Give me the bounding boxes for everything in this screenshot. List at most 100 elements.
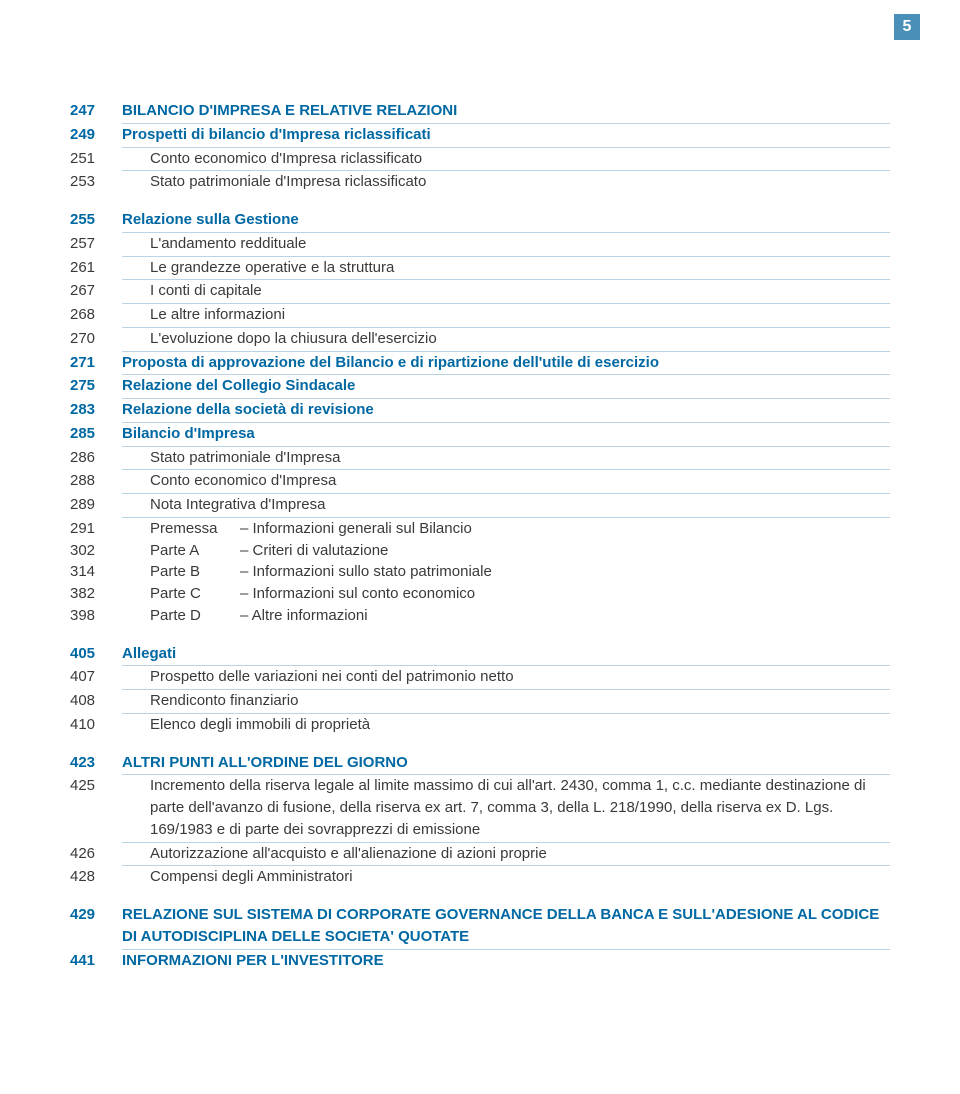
toc-label: Parte D– Altre informazioni	[122, 605, 890, 627]
toc-row: 428Compensi degli Amministratori	[70, 866, 890, 888]
toc-row: 285Bilancio d'Impresa	[70, 423, 890, 447]
toc-parte-label: Parte D	[150, 605, 240, 627]
toc-label: Parte B– Informazioni sullo stato patrim…	[122, 561, 890, 583]
toc-page-number: 428	[70, 866, 122, 888]
toc-page-number: 441	[70, 950, 122, 972]
page-number-badge: 5	[894, 14, 920, 40]
toc-page-number: 288	[70, 470, 122, 492]
toc-page-number: 429	[70, 904, 122, 926]
toc-row: 283Relazione della società di revisione	[70, 399, 890, 423]
toc-row: 398Parte D– Altre informazioni	[70, 605, 890, 627]
toc-row: 286Stato patrimoniale d'Impresa	[70, 447, 890, 471]
toc-parte-label: Parte C	[150, 583, 240, 605]
toc-row: 410Elenco degli immobili di proprietà	[70, 714, 890, 736]
toc-row: 426Autorizzazione all'acquisto e all'ali…	[70, 843, 890, 867]
toc-label: Prospetto delle variazioni nei conti del…	[122, 666, 890, 690]
toc-row: 429RELAZIONE SUL SISTEMA DI CORPORATE GO…	[70, 904, 890, 950]
toc-row: 257L'andamento reddituale	[70, 233, 890, 257]
toc-row: 423ALTRI PUNTI ALL'ORDINE DEL GIORNO	[70, 752, 890, 776]
toc-page-number: 382	[70, 583, 122, 605]
toc-page-number: 283	[70, 399, 122, 421]
table-of-contents: 247BILANCIO D'IMPRESA E RELATIVE RELAZIO…	[70, 100, 890, 971]
toc-page-number: 247	[70, 100, 122, 122]
toc-row: 302Parte A– Criteri di valutazione	[70, 540, 890, 562]
toc-label: L'evoluzione dopo la chiusura dell'eserc…	[122, 328, 890, 352]
toc-label: Compensi degli Amministratori	[122, 866, 890, 888]
toc-label: Allegati	[122, 643, 890, 667]
toc-row: 425Incremento della riserva legale al li…	[70, 775, 890, 842]
toc-row: 247BILANCIO D'IMPRESA E RELATIVE RELAZIO…	[70, 100, 890, 124]
toc-page-number: 408	[70, 690, 122, 712]
toc-label: Parte A– Criteri di valutazione	[122, 540, 890, 562]
toc-parte-label: Parte B	[150, 561, 240, 583]
toc-label: L'andamento reddituale	[122, 233, 890, 257]
toc-page-number: 271	[70, 352, 122, 374]
toc-parte-label: Premessa	[150, 518, 240, 540]
toc-row: 405Allegati	[70, 643, 890, 667]
toc-label: Le grandezze operative e la struttura	[122, 257, 890, 281]
toc-section: 405Allegati407Prospetto delle variazioni…	[70, 643, 890, 736]
toc-row: 275Relazione del Collegio Sindacale	[70, 375, 890, 399]
toc-row: 407Prospetto delle variazioni nei conti …	[70, 666, 890, 690]
toc-section: 247BILANCIO D'IMPRESA E RELATIVE RELAZIO…	[70, 100, 890, 193]
toc-row: 261Le grandezze operative e la struttura	[70, 257, 890, 281]
toc-row: 289Nota Integrativa d'Impresa	[70, 494, 890, 518]
toc-page-number: 257	[70, 233, 122, 255]
toc-label: I conti di capitale	[122, 280, 890, 304]
toc-page-number: 255	[70, 209, 122, 231]
toc-row: 408Rendiconto finanziario	[70, 690, 890, 714]
toc-label-text: – Informazioni sul conto economico	[240, 585, 475, 602]
toc-label: Prospetti di bilancio d'Impresa riclassi…	[122, 124, 890, 148]
toc-label: Proposta di approvazione del Bilancio e …	[122, 352, 890, 376]
toc-label-text: – Informazioni generali sul Bilancio	[240, 520, 472, 537]
toc-label: Conto economico d'Impresa	[122, 470, 890, 494]
toc-row: 251Conto economico d'Impresa riclassific…	[70, 148, 890, 172]
toc-label: Relazione sulla Gestione	[122, 209, 890, 233]
toc-section: 255Relazione sulla Gestione257L'andament…	[70, 209, 890, 627]
toc-page-number: 302	[70, 540, 122, 562]
toc-label: Bilancio d'Impresa	[122, 423, 890, 447]
toc-page-number: 289	[70, 494, 122, 516]
toc-page-number: 249	[70, 124, 122, 146]
toc-label: Relazione della società di revisione	[122, 399, 890, 423]
toc-row: 270L'evoluzione dopo la chiusura dell'es…	[70, 328, 890, 352]
toc-page-number: 425	[70, 775, 122, 797]
toc-page-number: 286	[70, 447, 122, 469]
toc-page-number: 261	[70, 257, 122, 279]
toc-label: Elenco degli immobili di proprietà	[122, 714, 890, 736]
toc-page-number: 253	[70, 171, 122, 193]
toc-label-text: – Criteri di valutazione	[240, 542, 388, 559]
toc-page-number: 423	[70, 752, 122, 774]
toc-row: 441INFORMAZIONI PER L'INVESTITORE	[70, 950, 890, 972]
toc-label-text: – Altre informazioni	[240, 607, 368, 624]
toc-label: Incremento della riserva legale al limit…	[122, 775, 890, 842]
toc-label: Nota Integrativa d'Impresa	[122, 494, 890, 518]
toc-row: 314Parte B– Informazioni sullo stato pat…	[70, 561, 890, 583]
toc-page-number: 251	[70, 148, 122, 170]
toc-row: 268Le altre informazioni	[70, 304, 890, 328]
toc-parte-label: Parte A	[150, 540, 240, 562]
toc-page-number: 285	[70, 423, 122, 445]
toc-page-number: 426	[70, 843, 122, 865]
toc-section: 429RELAZIONE SUL SISTEMA DI CORPORATE GO…	[70, 904, 890, 971]
toc-page-number: 270	[70, 328, 122, 350]
toc-row: 255Relazione sulla Gestione	[70, 209, 890, 233]
toc-label: Stato patrimoniale d'Impresa	[122, 447, 890, 471]
toc-label: Relazione del Collegio Sindacale	[122, 375, 890, 399]
toc-page-number: 275	[70, 375, 122, 397]
toc-label: Autorizzazione all'acquisto e all'aliena…	[122, 843, 890, 867]
toc-page-number: 314	[70, 561, 122, 583]
toc-page-number: 407	[70, 666, 122, 688]
toc-label: Le altre informazioni	[122, 304, 890, 328]
toc-label: RELAZIONE SUL SISTEMA DI CORPORATE GOVER…	[122, 904, 890, 950]
toc-label: Parte C– Informazioni sul conto economic…	[122, 583, 890, 605]
toc-label: Rendiconto finanziario	[122, 690, 890, 714]
toc-label: Stato patrimoniale d'Impresa riclassific…	[122, 171, 890, 193]
toc-page-number: 267	[70, 280, 122, 302]
toc-label: INFORMAZIONI PER L'INVESTITORE	[122, 950, 890, 972]
toc-row: 382Parte C– Informazioni sul conto econo…	[70, 583, 890, 605]
toc-row: 249Prospetti di bilancio d'Impresa ricla…	[70, 124, 890, 148]
toc-page-number: 268	[70, 304, 122, 326]
toc-row: 288Conto economico d'Impresa	[70, 470, 890, 494]
toc-row: 291Premessa– Informazioni generali sul B…	[70, 518, 890, 540]
